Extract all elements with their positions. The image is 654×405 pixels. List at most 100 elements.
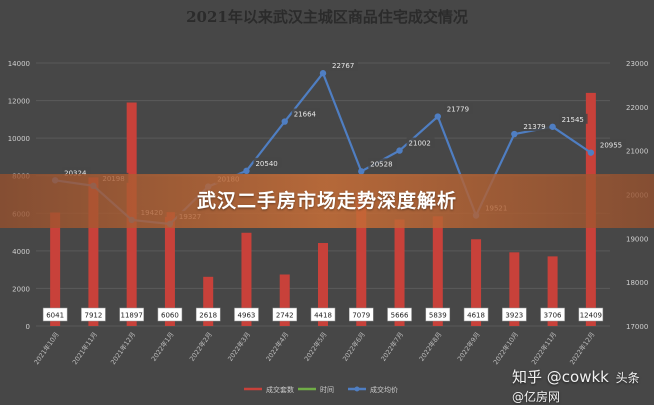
y-left-tick-label: 2000	[12, 285, 30, 293]
line-point	[281, 118, 288, 125]
legend-swatch-marker	[354, 386, 360, 392]
legend-label: 成交套数	[266, 385, 294, 394]
bar-data-label: 7912	[84, 312, 102, 320]
x-tick-label: 2022年6月	[340, 330, 367, 363]
bar-data-label: 3923	[505, 312, 523, 320]
bar-data-label: 12409	[580, 312, 602, 320]
bar-label-box	[234, 307, 259, 322]
x-tick-label: 2022年8月	[417, 330, 444, 363]
line-label-bg	[368, 158, 397, 169]
x-tick-label: 2021年12月	[108, 330, 137, 366]
line-data-label: 20955	[600, 142, 622, 150]
watermark: 知乎 @cowkk 头条 @亿房网	[512, 366, 654, 405]
x-tick-label: 2022年7月	[378, 330, 405, 363]
line-point	[587, 149, 595, 156]
bar	[279, 274, 290, 326]
bar-data-label: 11897	[121, 312, 143, 320]
banner-overlay	[0, 174, 654, 228]
bar-data-label: 6060	[161, 312, 179, 320]
x-tick-label: 2022年2月	[187, 330, 214, 363]
line-point	[549, 123, 556, 130]
chart-title: 2021年以来武汉主城区商品住宅成交情况	[186, 8, 468, 26]
bar-label-box	[540, 307, 565, 322]
bar	[88, 177, 99, 326]
y-right-tick-label: 17000	[626, 323, 648, 331]
line-data-label: 21002	[409, 140, 431, 148]
line-data-label: 20540	[255, 160, 277, 168]
x-tick-label: 2022年4月	[264, 330, 291, 363]
bar-data-label: 5839	[429, 312, 447, 320]
line-label-bg	[406, 137, 435, 148]
y-left-tick-label: 10000	[8, 135, 30, 143]
bar-label-box	[272, 307, 297, 322]
y-right-tick-label: 23000	[626, 60, 648, 68]
line-data-label: 21545	[562, 116, 584, 124]
y-left-tick-label: 0	[26, 323, 30, 331]
legend-label: 成交均价	[370, 385, 398, 394]
bar-label-box	[119, 307, 144, 322]
line-data-label: 20528	[370, 160, 392, 168]
line-label-bg	[597, 139, 626, 150]
line-point	[319, 70, 327, 77]
line-point	[358, 168, 365, 175]
y-left-tick-label: 4000	[12, 248, 30, 256]
bar	[509, 252, 520, 326]
bar	[547, 256, 558, 326]
bar-label-box	[463, 307, 489, 322]
y-left-tick-label: 12000	[8, 98, 30, 106]
bar	[241, 232, 252, 326]
line-data-label: 21664	[294, 111, 317, 119]
bar-data-label: 4963	[238, 312, 256, 320]
y-right-tick-label: 18000	[626, 279, 648, 287]
bar	[203, 276, 214, 326]
x-tick-label: 2022年10月	[491, 330, 520, 366]
line-label-bg	[330, 60, 358, 71]
line-point	[434, 113, 441, 120]
line-label-bg	[521, 121, 550, 132]
bar-label-box	[157, 307, 183, 322]
bar-label-box	[349, 307, 374, 322]
bar	[50, 212, 61, 326]
x-tick-label: 2022年5月	[302, 330, 329, 363]
bar-label-box	[195, 307, 221, 322]
bar-label-box	[387, 307, 412, 322]
line-data-label: 21379	[523, 123, 545, 131]
bar-data-label: 7079	[352, 312, 370, 320]
line-label-bg	[62, 167, 91, 178]
line-data-label: 22767	[332, 62, 354, 70]
bar	[356, 193, 367, 326]
line-label-bg	[559, 113, 588, 124]
line-point	[511, 130, 518, 138]
legend-label: 时间	[320, 385, 334, 394]
line-data-label: 21779	[447, 106, 469, 114]
bar-data-label: 3706	[544, 312, 562, 320]
x-tick-label: 2022年12月	[567, 330, 596, 366]
bar-label-box	[578, 307, 604, 322]
bar-data-label: 4618	[467, 312, 485, 320]
line-label-bg	[253, 157, 282, 168]
line-label-bg	[291, 108, 320, 119]
bar	[318, 243, 328, 326]
y-right-tick-label: 21000	[626, 148, 648, 156]
legend-layer: 成交套数 时间 成交均价	[244, 385, 398, 394]
bar	[471, 239, 482, 326]
line-data-label: 20324	[64, 169, 87, 177]
x-tick-label: 2022年1月	[149, 330, 176, 363]
bar	[432, 216, 443, 326]
x-tick-label: 2021年11月	[70, 330, 99, 366]
bar-label-box	[425, 307, 451, 322]
bar	[164, 212, 175, 326]
bar-label-box	[310, 307, 336, 322]
y-right-tick-label: 22000	[626, 104, 648, 112]
watermark-text: 知乎 @cowkk	[512, 368, 609, 386]
line-point	[396, 147, 403, 154]
x-tick-label: 2022年3月	[225, 330, 252, 363]
bar-data-label: 2742	[276, 312, 294, 320]
line-label-bg	[444, 103, 473, 114]
bar	[394, 219, 405, 326]
y-left-tick-label: 14000	[8, 60, 30, 68]
banner-text: 武汉二手房市场走势深度解析	[196, 190, 457, 212]
line-point	[243, 167, 250, 175]
x-tick-label: 2022年11月	[529, 330, 558, 366]
y-right-tick-label: 19000	[626, 235, 648, 243]
